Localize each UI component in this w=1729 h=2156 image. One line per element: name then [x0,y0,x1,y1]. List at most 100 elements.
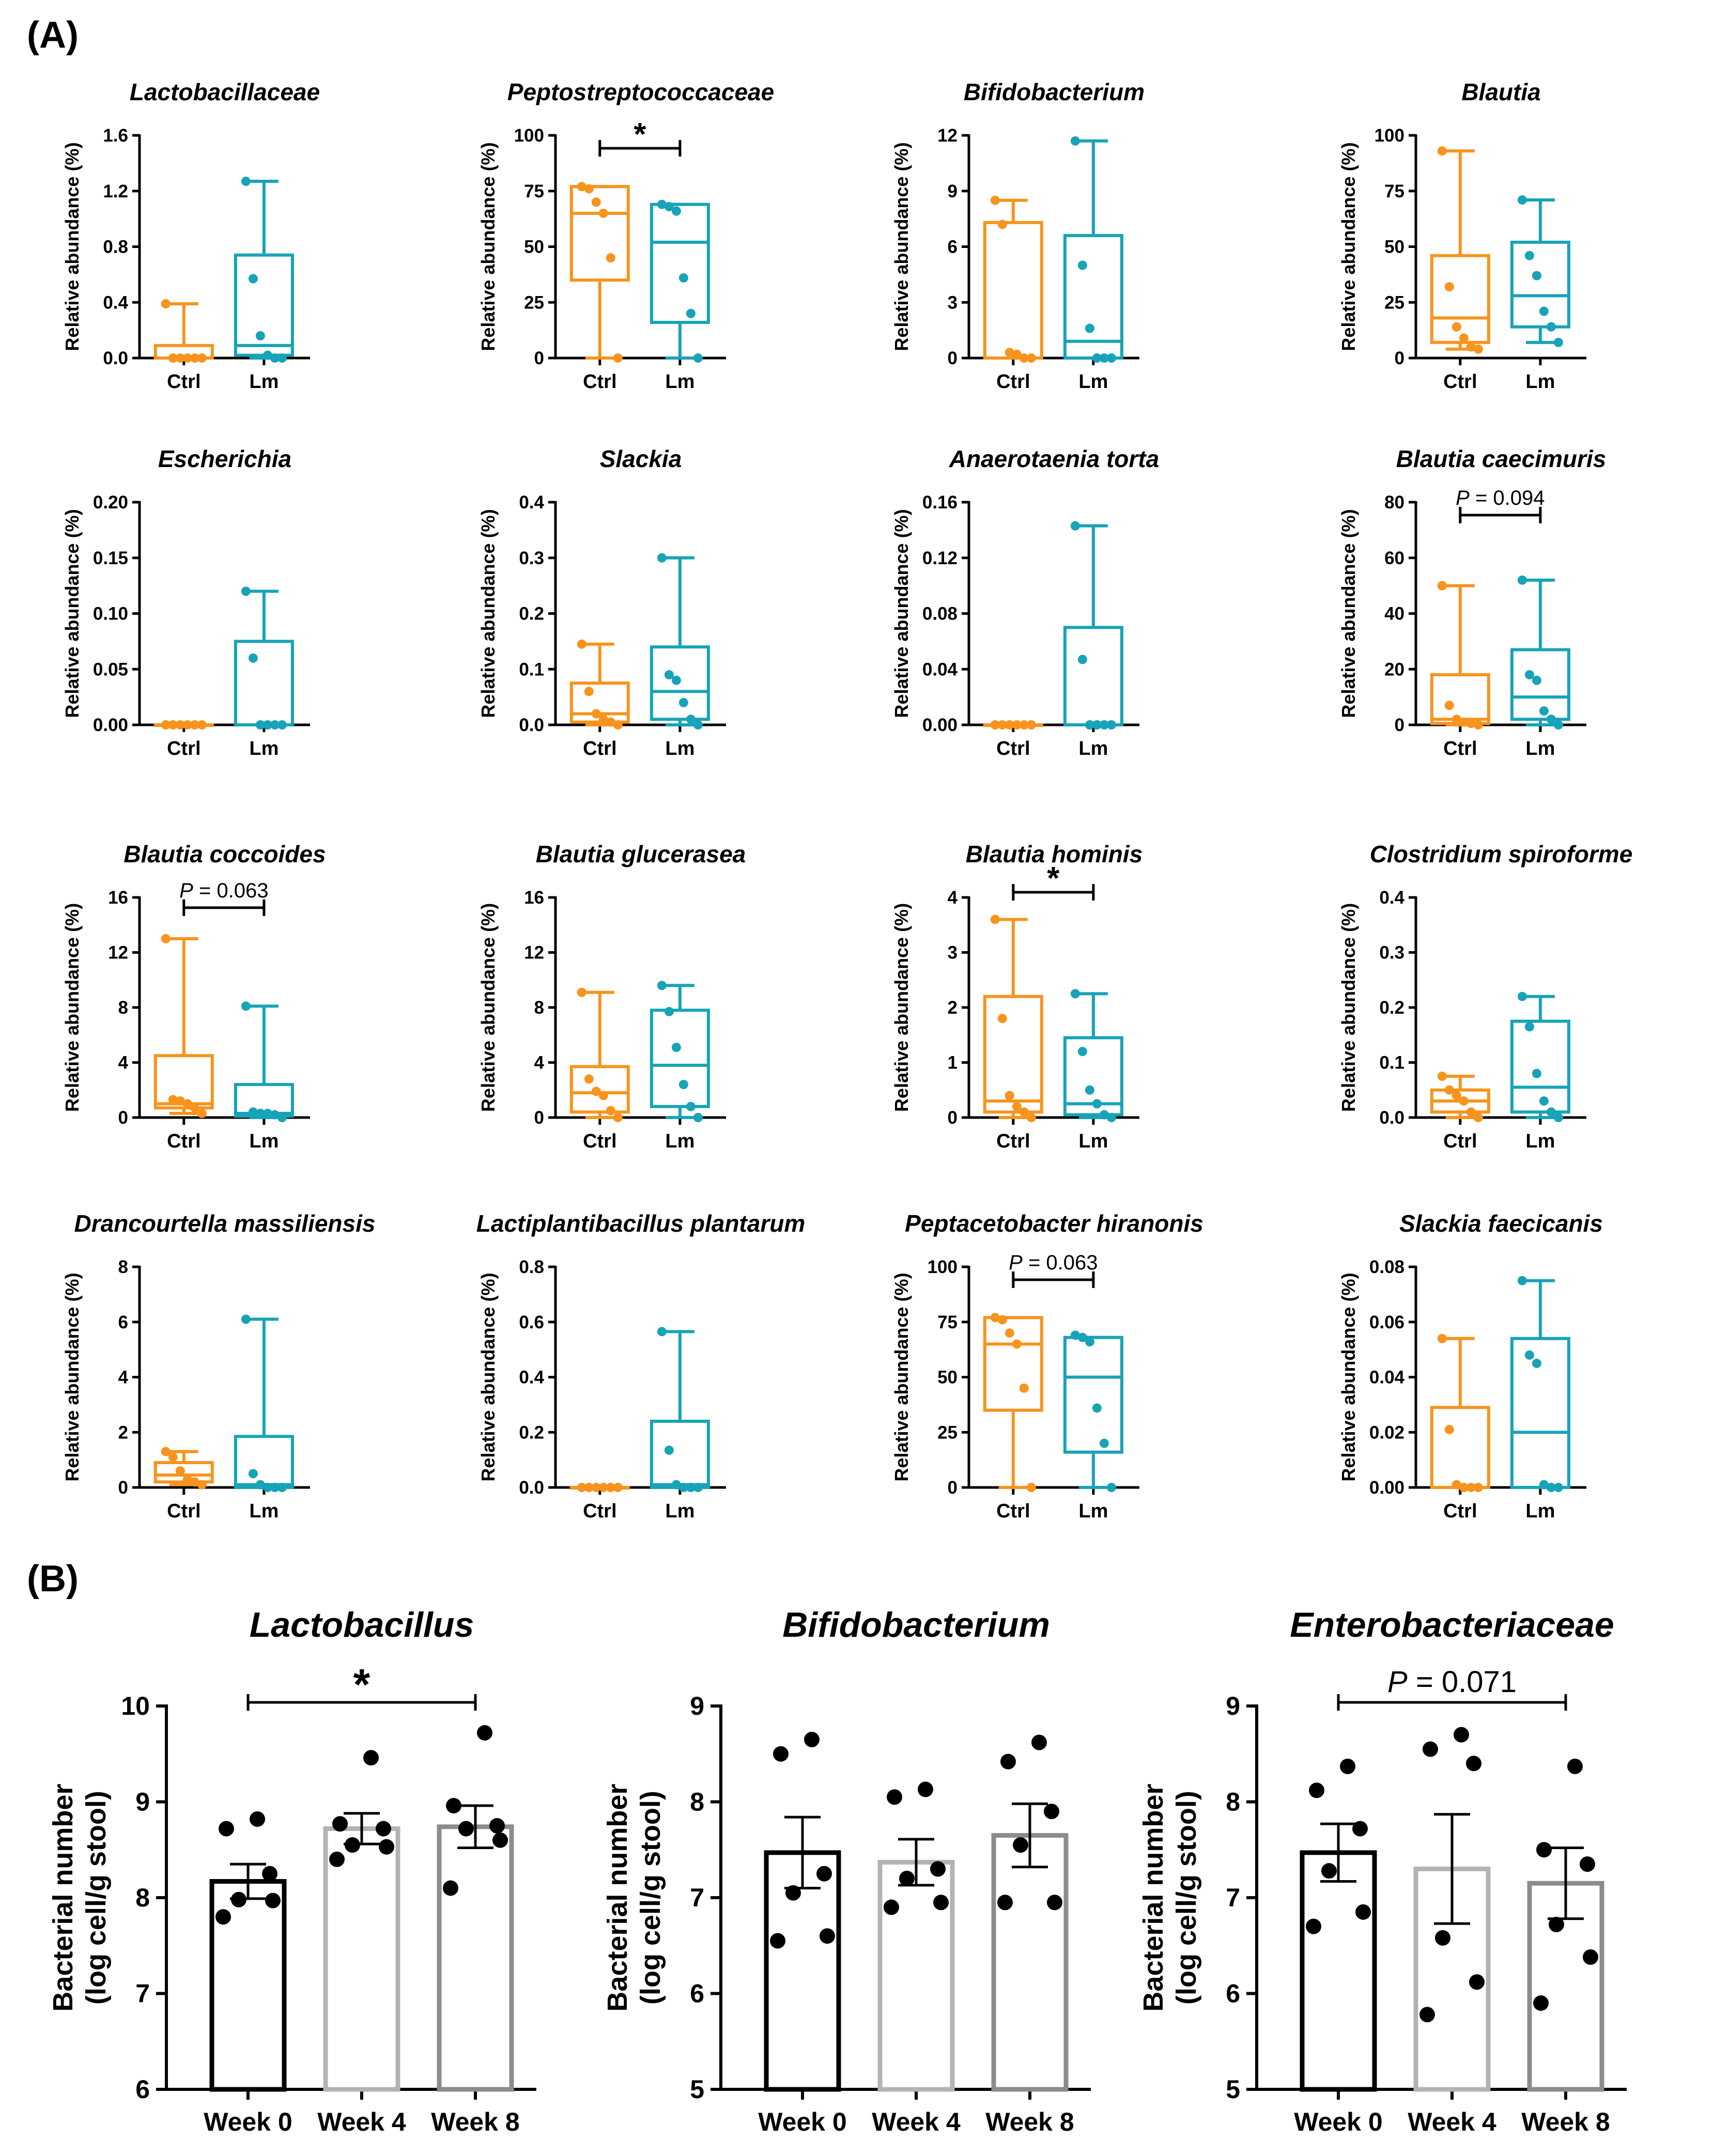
y-tick-label: 0 [534,348,544,368]
data-point [1005,348,1014,358]
y-tick-label: 2 [948,998,958,1018]
y-tick-label: 0.1 [1379,1053,1404,1073]
data-point [446,1797,461,1813]
data-point [255,1480,265,1490]
y-axis-label: Relative abundance (%) [477,903,499,1112]
data-point [379,1839,394,1855]
data-point [693,353,703,363]
y-tick-label: 0 [534,1108,544,1128]
box [1063,626,1123,726]
data-point [613,720,623,730]
x-tick-label: Lm [249,371,279,393]
chart-title: Blautia hominis [966,841,1143,867]
y-axis-label-line: Bacterial number [48,1783,79,2011]
y-tick-label: 25 [937,1422,958,1442]
p-value-letter: P [1456,487,1470,509]
chart-title: Slackia faecicanis [1399,1210,1603,1237]
data-point [1546,322,1556,332]
y-tick-label: 25 [1384,292,1404,313]
data-point [1466,719,1476,728]
x-tick-label: Ctrl [1443,1130,1477,1152]
data-point [1466,1107,1476,1117]
y-axis-label-line: (log cell/g stool) [1171,1791,1202,2005]
data-point [693,1113,703,1122]
y-axis-label: Relative abundance (%) [891,903,912,1112]
data-point [1026,1113,1036,1122]
boxplot-blautia-hominis: Blautia hominis Relative abundance (%) 0 1 2… [891,841,1143,1152]
y-tick-label: 50 [524,237,544,257]
y-axis-label: Relative abundance (%) [477,509,499,718]
data-point [1546,715,1556,724]
boxplot-peptacetobacter-hiranonis: Peptacetobacter hiranonis Relative abunda… [891,1210,1203,1522]
y-tick-label: 0.4 [519,492,544,513]
y-tick-label: 0.2 [519,1422,544,1442]
data-point [584,1074,594,1084]
data-point [1005,1091,1014,1100]
box [1063,1336,1123,1454]
data-point [241,1314,251,1324]
data-point [613,1483,623,1492]
barchart-bifidobacterium: Bifidobacterium Bacterial number(log cell… [602,1605,1091,2136]
x-tick-label: Week 0 [1294,2107,1382,2136]
x-tick-label: Ctrl [583,1500,616,1522]
y-axis-label: Relative abundance (%) [477,142,499,351]
data-point [1444,1424,1454,1434]
box [153,1054,214,1110]
data-point [1077,655,1087,664]
y-tick-label: 5 [1226,2075,1240,2104]
data-point [1524,251,1534,260]
x-tick-label: Lm [249,1130,279,1152]
data-point [190,1477,199,1487]
y-tick-label: 8 [690,1788,704,1817]
significance-star: * [634,117,646,152]
p-value-label: P = 0.063 [179,879,268,902]
y-tick-label: 4 [534,1053,545,1073]
y-tick-label: 0.06 [1369,1312,1404,1332]
box [1063,234,1123,360]
data-point [1309,1782,1324,1798]
box [983,995,1043,1114]
data-point [248,1107,258,1117]
data-point [277,1483,287,1492]
data-point [613,1113,623,1122]
data-point [1583,1949,1598,1965]
y-tick-label: 9 [1226,1692,1240,1720]
data-point [1085,720,1094,730]
data-point [1473,1113,1483,1122]
y-axis-label: Relative abundance (%) [1338,509,1359,718]
y-axis-label-line: (log cell/g stool) [81,1791,112,2005]
y-tick-label: 0.20 [93,492,128,513]
x-tick-label: Week 4 [872,2107,961,2136]
data-point [1532,1358,1541,1368]
data-point [255,331,265,340]
data-point [1077,1332,1087,1342]
x-tick-label: Lm [1525,1130,1555,1152]
data-point [1012,720,1022,730]
data-point [168,720,178,730]
y-tick-label: 8 [1226,1788,1240,1817]
chart-title: Drancourtella massiliensis [74,1210,376,1237]
y-tick-label: 0.16 [922,492,958,513]
data-point [248,653,258,663]
y-tick-label: 12 [937,126,958,146]
chart-title: Escherichia [158,445,291,472]
chart-title: Enterobacteriaceae [1290,1605,1614,1645]
y-axis-label: Bacterial number(log cell/g stool) [1138,1783,1202,2011]
x-tick-label: Lm [665,1500,694,1522]
data-point [990,720,1000,730]
data-point [693,720,703,730]
data-point [678,1483,688,1492]
data-point [1340,1758,1355,1774]
y-tick-label: 0.04 [1369,1368,1405,1388]
data-point [197,353,207,363]
x-tick-label: Week 4 [1408,2107,1496,2136]
significance-star: * [1047,861,1060,896]
data-point [1539,1096,1549,1106]
y-tick-label: 0.4 [519,1368,544,1388]
data-point [215,1909,231,1925]
bar [437,1824,514,2092]
data-point [190,720,199,730]
y-axis-label: Relative abundance (%) [891,142,912,351]
data-point [584,1483,594,1492]
box [1063,1036,1123,1116]
